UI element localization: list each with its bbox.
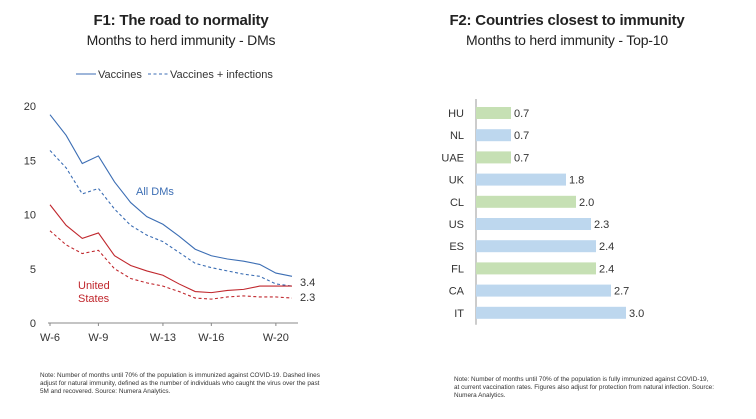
x-tick-label: W-13 [150,332,176,344]
bar-category-label: UAE [441,152,464,164]
bar-hu [476,107,511,119]
right-chart-title: F2: Countries closest to immunity [449,12,685,29]
annotation-all-dms: All DMs [136,186,174,198]
bar-value-label: 0.7 [514,152,529,164]
bar-value-label: 2.3 [594,219,609,231]
right-panel: F2: Countries closest to immunity Months… [378,0,756,419]
y-tick-label: 0 [30,318,36,330]
y-tick-label: 20 [24,101,36,113]
bar-it [476,306,626,319]
bar-cl [476,195,576,208]
series-line-all-dms-solid [49,114,293,277]
bar-category-label: CA [449,286,465,298]
bar-nl [476,129,511,142]
bar-category-label: UK [449,175,465,187]
bar-category-label: US [449,219,464,231]
bar-value-label: 2.0 [579,197,594,209]
x-tick-label: W-16 [198,332,224,344]
bar-category-label: CL [450,197,464,209]
x-tick-label: W-20 [263,332,289,344]
line-chart: 0 5 10 15 20 W-6 W-9 W-13 W-16 W-20 Vaccines Vaccin… [24,69,316,344]
bar-us [476,218,591,230]
bar-uk [476,173,566,186]
annotation-states: States [78,293,110,305]
left-chart-title: F1: The road to normality [93,12,269,29]
right-chart-note: Note: Number of months until 70% of the … [454,376,715,399]
bar-value-label: 2.4 [599,263,614,275]
legend-label-vaccines-infections: Vaccines + infections [170,69,273,81]
x-tick-label: W-9 [88,332,108,344]
legend-label-vaccines: Vaccines [98,69,142,81]
bar-uae [476,151,511,164]
bar-category-label: ES [449,241,464,253]
bar-value-label: 0.7 [514,108,529,120]
bar-fl [476,262,596,275]
bar-category-label: IT [454,308,464,320]
y-tick-label: 15 [24,155,36,167]
left-panel: F1: The road to normality Months to herd… [24,12,320,395]
y-tick-label: 10 [24,210,36,222]
x-tick-label: W-6 [40,332,60,344]
y-tick-label: 5 [30,264,36,276]
right-chart-subtitle: Months to herd immunity - Top-10 [466,32,668,48]
bar-value-label: 3.0 [629,308,644,320]
left-chart-note: Note: Number of months until 70% of the … [40,372,320,395]
end-value-label-top: 3.4 [300,277,315,289]
end-value-label-bottom: 2.3 [300,292,315,304]
series-line-all-dms-dashed [49,150,293,287]
bar-value-label: 1.8 [569,175,584,187]
series-line-united-states-solid [49,204,292,294]
bar-category-label: HU [448,108,464,120]
left-chart-subtitle: Months to herd immunity - DMs [86,32,276,48]
bar-value-label: 0.7 [514,130,529,142]
annotation-united: United [78,280,110,292]
bar-category-label: FL [451,263,464,275]
bar-es [476,240,596,253]
bar-chart: HU 0.7 NL 0.7 UAE 0.7 UK 1.8 CL 2.0 US 2.3 ES 2.4 FL 2.… [441,99,644,325]
bar-ca [476,284,611,297]
bar-category-label: NL [450,130,464,142]
bar-value-label: 2.7 [614,286,629,298]
bar-value-label: 2.4 [599,241,614,253]
